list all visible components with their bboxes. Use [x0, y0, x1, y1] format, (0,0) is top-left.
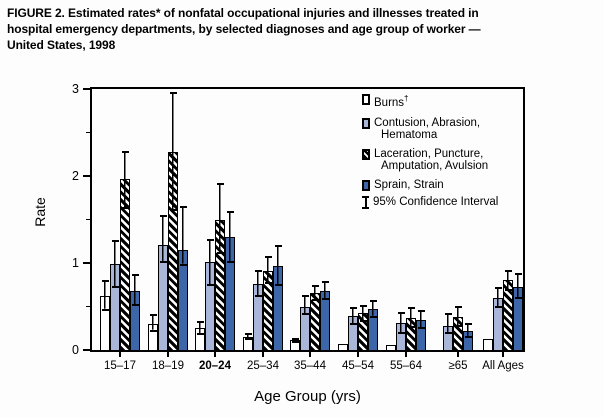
legend-label-burns: Burns† — [374, 94, 409, 109]
legend-item-burns: Burns† — [362, 93, 522, 109]
confidence-interval-icon — [362, 195, 369, 209]
error-bar-sprain-All Ages — [514, 272, 522, 299]
legend-label-laceration: Laceration, Puncture, Amputation, Avulsi… — [374, 148, 488, 172]
y-axis-tick — [83, 88, 90, 90]
y-axis-label: Rate — [32, 197, 48, 227]
contusion-swatch-icon — [362, 117, 370, 129]
error-bar-contusion-All Ages — [494, 287, 502, 309]
error-bar-sprain-55–64 — [417, 309, 425, 330]
error-bar-sprain-18–19 — [179, 206, 187, 266]
x-axis-tick — [502, 352, 504, 357]
error-bar-laceration-20–24 — [216, 182, 224, 255]
error-bar-contusion-45–54 — [349, 306, 357, 325]
error-bar-contusion-55–64 — [397, 311, 405, 335]
x-axis-tick — [357, 352, 359, 357]
legend-label-line: Hematoma — [381, 128, 438, 141]
sprain-swatch-icon — [362, 179, 370, 191]
laceration-swatch-icon — [362, 148, 370, 160]
legend-label-line: Contusion, Abrasion, — [374, 116, 481, 129]
legend-label-line: Laceration, Puncture, — [374, 147, 484, 160]
x-tick-label: All Ages — [482, 360, 524, 372]
legend-label-contusion: Contusion, Abrasion, Hematoma — [374, 117, 480, 141]
legend-item-laceration: Laceration, Puncture, Amputation, Avulsi… — [362, 148, 522, 172]
error-bar-contusion-≥65 — [444, 313, 452, 335]
y-axis-tick — [83, 349, 90, 351]
burns-swatch-icon — [362, 94, 370, 105]
error-bar-laceration-35–44 — [311, 284, 319, 302]
error-bar-laceration-≥65 — [454, 305, 462, 328]
plot-area: 0 1 2 3 15–17 18–19 20–24 25–34 35–44 45–54 55–64 ≥… — [72, 82, 525, 372]
y-axis-minor-tick — [86, 131, 90, 134]
error-bar-contusion-35–44 — [301, 295, 309, 316]
y-tick-label: 0 — [72, 343, 79, 357]
bar-burns-55–64 — [386, 344, 396, 350]
legend-item-contusion: Contusion, Abrasion, Hematoma — [362, 117, 522, 141]
bar-burns-All Ages — [483, 338, 493, 350]
x-tick-label: 18–19 — [152, 360, 184, 372]
figure-title-line-2: hospital emergency departments, by selec… — [7, 22, 481, 36]
error-bar-sprain-45–54 — [369, 300, 377, 318]
x-tick-label: 35–44 — [294, 360, 326, 372]
y-axis-tick — [83, 175, 90, 177]
error-bar-sprain-25–34 — [274, 244, 282, 286]
error-bar-sprain-15–17 — [131, 274, 139, 307]
x-axis-title: Age Group (yrs) — [254, 388, 361, 405]
error-bar-contusion-18–19 — [159, 215, 167, 263]
legend-label-line: Amputation, Avulsion — [381, 159, 489, 172]
x-tick-label: ≥65 — [448, 360, 468, 372]
x-axis-tick — [214, 352, 216, 357]
error-bar-burns-18–19 — [149, 314, 157, 332]
x-axis-tick — [167, 352, 169, 357]
error-bar-laceration-18–19 — [169, 91, 177, 211]
x-axis-tick — [119, 352, 121, 357]
y-axis-minor-tick — [86, 305, 90, 308]
legend: Burns† Contusion, Abrasion, Hematoma Lac… — [362, 93, 522, 209]
x-tick-label: 45–54 — [342, 360, 374, 372]
error-bar-laceration-15–17 — [121, 150, 129, 210]
x-axis-tick — [405, 352, 407, 357]
error-bar-contusion-25–34 — [254, 269, 262, 297]
error-bar-burns-35–44 — [291, 337, 299, 344]
y-axis-minor-tick — [86, 218, 90, 221]
y-tick-label: 1 — [72, 256, 79, 270]
error-bar-contusion-15–17 — [111, 239, 119, 289]
legend-item-sprain: Sprain, Strain — [362, 179, 522, 191]
x-axis-tick — [309, 352, 311, 357]
error-bar-laceration-55–64 — [407, 307, 415, 329]
y-tick-label: 3 — [72, 82, 79, 96]
x-tick-label: 55–64 — [390, 360, 422, 372]
figure-title-line-3: United States, 1998 — [7, 38, 116, 52]
legend-item-confidence-interval: 95% Confidence Interval — [362, 195, 522, 209]
error-bar-sprain-20–24 — [226, 210, 234, 263]
error-bar-laceration-45–54 — [359, 304, 367, 323]
error-bar-laceration-All Ages — [504, 269, 512, 291]
figure-title-line-1: FIGURE 2. Estimated rates* of nonfatal o… — [7, 6, 479, 20]
bar-laceration-All Ages — [503, 280, 513, 350]
figure-title: FIGURE 2. Estimated rates* of nonfatal o… — [7, 5, 599, 53]
legend-label-sprain: Sprain, Strain — [374, 178, 444, 191]
error-bar-burns-20–24 — [196, 321, 204, 336]
error-bar-laceration-25–34 — [264, 256, 272, 284]
error-bar-burns-15–17 — [101, 280, 109, 311]
error-bar-contusion-20–24 — [206, 238, 214, 286]
error-bar-sprain-35–44 — [321, 281, 329, 301]
y-tick-label: 2 — [72, 169, 79, 183]
error-bar-burns-25–34 — [244, 333, 252, 341]
legend-label-confidence-interval: 95% Confidence Interval — [373, 195, 499, 208]
x-axis-tick — [262, 352, 264, 357]
error-bar-sprain-≥65 — [464, 323, 472, 338]
x-tick-label: 15–17 — [104, 360, 136, 372]
bars-layer: 0 1 2 3 15–17 18–19 20–24 25–34 35–44 45–54 55–64 ≥… — [72, 82, 524, 372]
x-tick-label: 25–34 — [247, 360, 279, 372]
y-axis-tick — [83, 262, 90, 264]
x-tick-label: 20–24 — [199, 360, 231, 372]
bar-burns-45–54 — [338, 343, 348, 350]
x-axis-tick — [457, 352, 459, 357]
